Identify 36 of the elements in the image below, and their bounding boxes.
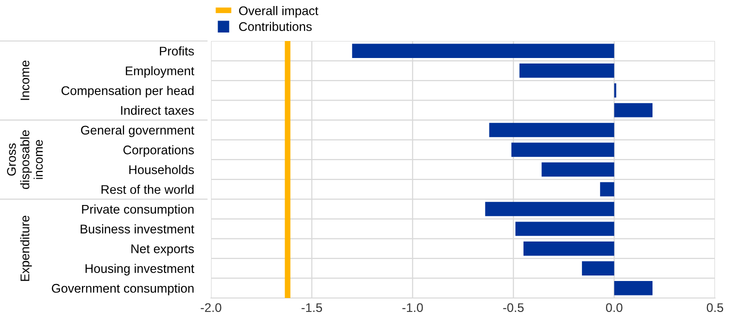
text: Gross disposable income bbox=[7, 130, 43, 189]
bar bbox=[485, 202, 614, 216]
x-tick-label: -2.0 bbox=[200, 303, 222, 312]
bar bbox=[519, 64, 614, 78]
text: Expenditure bbox=[20, 216, 32, 281]
y-tick-label: Net exports bbox=[131, 244, 194, 256]
bar bbox=[614, 103, 653, 118]
bar bbox=[511, 142, 614, 157]
ref-line-label: Overall impact bbox=[239, 6, 318, 18]
bar bbox=[489, 122, 614, 138]
bar bbox=[582, 261, 614, 276]
y-tick-label: Business investment bbox=[80, 224, 194, 234]
y-tick-label: Compensation per head bbox=[62, 86, 194, 98]
y-tick-label: Households bbox=[129, 164, 194, 174]
y-tick-label: Government consumption bbox=[52, 284, 194, 296]
x-tick-label: -0.5 bbox=[503, 303, 524, 312]
legend-label: Contributions bbox=[239, 22, 312, 32]
y-tick-label: Profits bbox=[160, 46, 194, 56]
text: Income bbox=[20, 60, 30, 100]
bar bbox=[614, 281, 653, 296]
x-tick-label: 0.0 bbox=[606, 303, 622, 312]
x-tick-label: 0.5 bbox=[706, 303, 724, 312]
y-tick-label: Corporations bbox=[123, 145, 194, 157]
y-tick-label: Employment bbox=[126, 66, 194, 78]
y-tick-label: General government bbox=[81, 125, 194, 138]
y-tick-label: Rest of the world bbox=[102, 184, 194, 194]
bar bbox=[600, 182, 614, 196]
bar bbox=[515, 222, 614, 236]
x-tick-label: -1.5 bbox=[302, 303, 322, 312]
bar bbox=[542, 162, 614, 177]
y-tick-label: Indirect taxes bbox=[121, 106, 194, 115]
y-tick-label: Housing investment bbox=[86, 264, 194, 276]
bar bbox=[523, 241, 614, 256]
bar bbox=[352, 44, 614, 58]
y-tick-label: Private consumption bbox=[82, 204, 194, 216]
x-tick-label: -1.0 bbox=[402, 303, 423, 312]
